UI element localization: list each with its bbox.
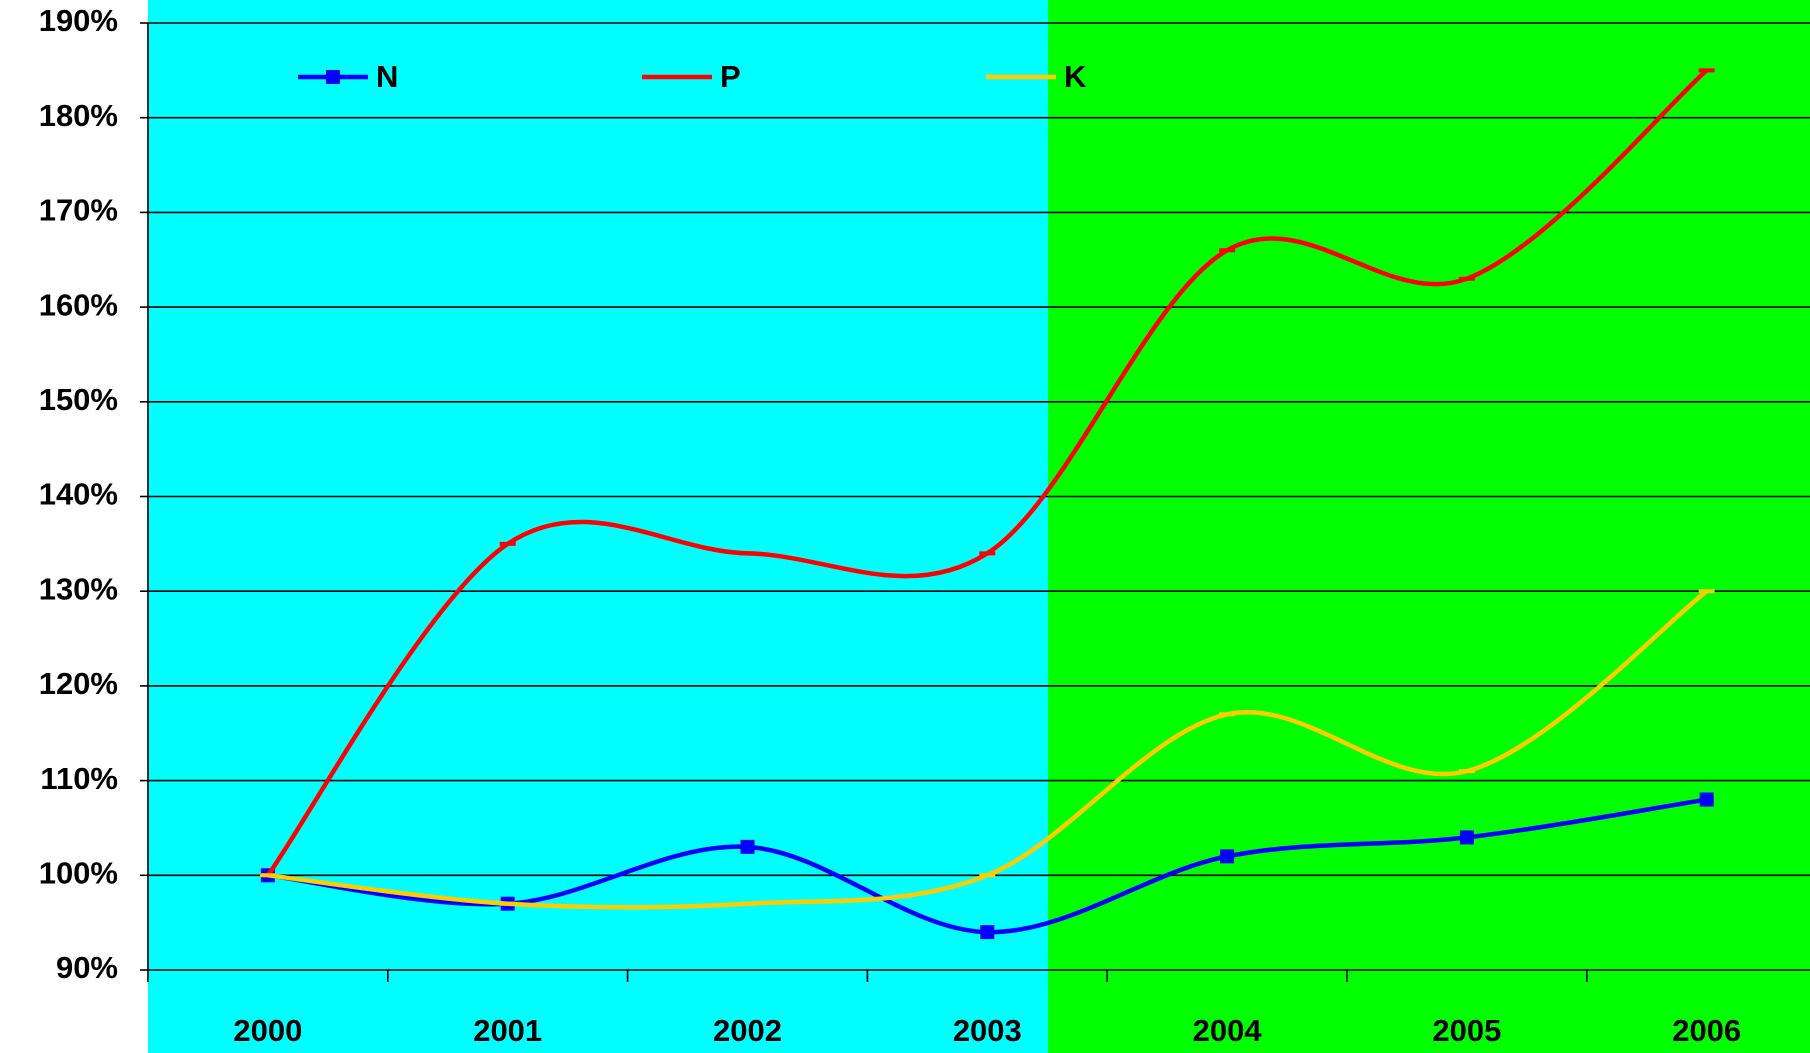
x-tick-label: 2004 (1193, 1013, 1263, 1048)
legend-label: K (1064, 59, 1087, 94)
x-tick-label: 2005 (1432, 1013, 1501, 1048)
legend-label: P (720, 59, 741, 94)
y-tick-label: 90% (56, 950, 118, 985)
plot-region-right (1048, 0, 1810, 1053)
data-point (1699, 792, 1714, 807)
y-tick-label: 170% (39, 193, 118, 228)
y-tick-label: 130% (39, 571, 118, 606)
y-tick-label: 190% (39, 3, 118, 38)
y-tick-label: 110% (40, 761, 118, 796)
y-tick-label: 180% (39, 98, 118, 133)
data-point (1220, 849, 1235, 864)
x-tick-label: 2003 (953, 1013, 1022, 1048)
data-point (980, 925, 995, 940)
x-tick-label: 2000 (233, 1013, 302, 1048)
x-tick-label: 2006 (1672, 1013, 1741, 1048)
y-tick-label: 100% (39, 855, 118, 890)
grid: 90% 100% 110% 120% 130% 140% 150% 160% 170% 180% 1… (39, 3, 1810, 1048)
data-point (740, 839, 755, 854)
y-tick-label: 120% (39, 666, 118, 701)
series-layer (259, 68, 1715, 940)
legend-label: N (376, 59, 398, 94)
x-tick-label: 2002 (713, 1013, 782, 1048)
legend-marker (326, 70, 340, 84)
data-point (1459, 830, 1474, 845)
y-tick-label: 160% (39, 287, 118, 322)
y-tick-label: 150% (39, 382, 118, 417)
y-tick-label: 140% (39, 477, 118, 512)
x-tick-label: 2001 (473, 1013, 542, 1048)
